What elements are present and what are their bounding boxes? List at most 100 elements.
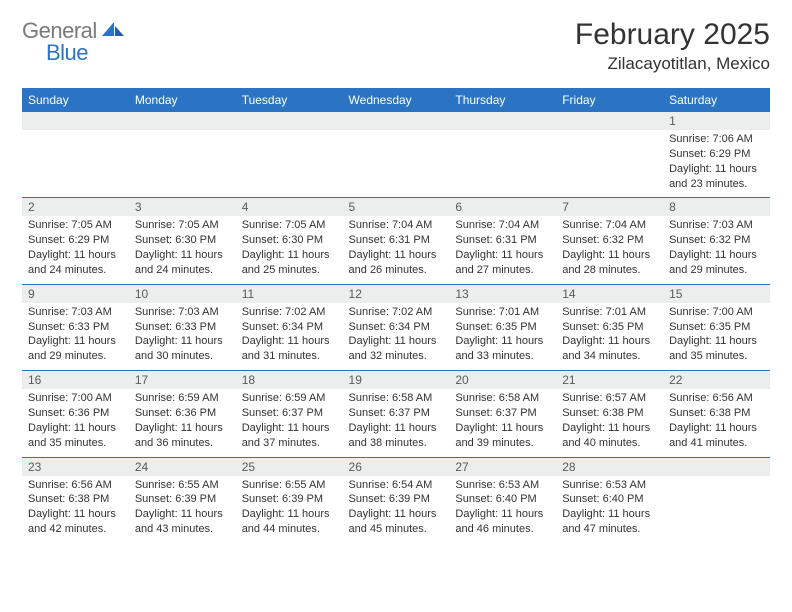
calendar-cell: 18Sunrise: 6:59 AMSunset: 6:37 PMDayligh… <box>236 371 343 457</box>
sunrise-text: Sunrise: 6:55 AM <box>135 478 230 493</box>
daylight-text: Daylight: 11 hours and 23 minutes. <box>669 162 764 192</box>
daylight-text: Daylight: 11 hours and 24 minutes. <box>28 248 123 278</box>
sunset-text: Sunset: 6:32 PM <box>669 233 764 248</box>
day-number: 11 <box>236 285 343 303</box>
day-content: Sunrise: 7:04 AMSunset: 6:31 PMDaylight:… <box>343 216 450 283</box>
day-header: Monday <box>129 89 236 112</box>
day-number: 6 <box>449 198 556 216</box>
day-header-row: Sunday Monday Tuesday Wednesday Thursday… <box>22 89 770 112</box>
sunset-text: Sunset: 6:38 PM <box>669 406 764 421</box>
sunset-text: Sunset: 6:35 PM <box>562 320 657 335</box>
calendar-row: 23Sunrise: 6:56 AMSunset: 6:38 PMDayligh… <box>22 457 770 543</box>
sunrise-text: Sunrise: 6:55 AM <box>242 478 337 493</box>
day-content: Sunrise: 7:03 AMSunset: 6:32 PMDaylight:… <box>663 216 770 283</box>
day-content: Sunrise: 7:04 AMSunset: 6:32 PMDaylight:… <box>556 216 663 283</box>
sunset-text: Sunset: 6:40 PM <box>455 492 550 507</box>
sunrise-text: Sunrise: 6:59 AM <box>135 391 230 406</box>
daylight-text: Daylight: 11 hours and 31 minutes. <box>242 334 337 364</box>
sunrise-text: Sunrise: 6:53 AM <box>455 478 550 493</box>
daylight-text: Daylight: 11 hours and 44 minutes. <box>242 507 337 537</box>
day-number: 16 <box>22 371 129 389</box>
calendar-cell: 12Sunrise: 7:02 AMSunset: 6:34 PMDayligh… <box>343 284 450 370</box>
sunrise-text: Sunrise: 6:59 AM <box>242 391 337 406</box>
sunset-text: Sunset: 6:37 PM <box>455 406 550 421</box>
day-content: Sunrise: 6:59 AMSunset: 6:37 PMDaylight:… <box>236 389 343 456</box>
day-content: Sunrise: 7:01 AMSunset: 6:35 PMDaylight:… <box>556 303 663 370</box>
day-content <box>449 130 556 138</box>
sunrise-text: Sunrise: 6:57 AM <box>562 391 657 406</box>
logo-sail-icon <box>102 20 124 43</box>
sunrise-text: Sunrise: 7:01 AM <box>562 305 657 320</box>
sunset-text: Sunset: 6:35 PM <box>455 320 550 335</box>
sunrise-text: Sunrise: 7:00 AM <box>669 305 764 320</box>
calendar-cell: 20Sunrise: 6:58 AMSunset: 6:37 PMDayligh… <box>449 371 556 457</box>
day-number: 28 <box>556 458 663 476</box>
day-content: Sunrise: 7:05 AMSunset: 6:29 PMDaylight:… <box>22 216 129 283</box>
daylight-text: Daylight: 11 hours and 26 minutes. <box>349 248 444 278</box>
sunset-text: Sunset: 6:30 PM <box>242 233 337 248</box>
sunrise-text: Sunrise: 6:58 AM <box>455 391 550 406</box>
day-number: 24 <box>129 458 236 476</box>
calendar-row: 2Sunrise: 7:05 AMSunset: 6:29 PMDaylight… <box>22 198 770 284</box>
daylight-text: Daylight: 11 hours and 41 minutes. <box>669 421 764 451</box>
sunset-text: Sunset: 6:31 PM <box>455 233 550 248</box>
day-content: Sunrise: 7:05 AMSunset: 6:30 PMDaylight:… <box>236 216 343 283</box>
day-content: Sunrise: 6:58 AMSunset: 6:37 PMDaylight:… <box>343 389 450 456</box>
day-header: Friday <box>556 89 663 112</box>
sunset-text: Sunset: 6:35 PM <box>669 320 764 335</box>
day-content <box>556 130 663 138</box>
daylight-text: Daylight: 11 hours and 29 minutes. <box>28 334 123 364</box>
sunset-text: Sunset: 6:37 PM <box>349 406 444 421</box>
calendar-cell: 22Sunrise: 6:56 AMSunset: 6:38 PMDayligh… <box>663 371 770 457</box>
sunset-text: Sunset: 6:38 PM <box>28 492 123 507</box>
sunset-text: Sunset: 6:33 PM <box>28 320 123 335</box>
calendar-cell <box>556 112 663 198</box>
day-content <box>343 130 450 138</box>
day-number <box>236 112 343 130</box>
day-number: 13 <box>449 285 556 303</box>
day-content <box>22 130 129 138</box>
sunrise-text: Sunrise: 7:05 AM <box>28 218 123 233</box>
calendar-cell: 21Sunrise: 6:57 AMSunset: 6:38 PMDayligh… <box>556 371 663 457</box>
day-content <box>129 130 236 138</box>
sunrise-text: Sunrise: 6:56 AM <box>28 478 123 493</box>
day-header: Tuesday <box>236 89 343 112</box>
day-number: 1 <box>663 112 770 130</box>
day-content: Sunrise: 6:56 AMSunset: 6:38 PMDaylight:… <box>663 389 770 456</box>
day-number: 4 <box>236 198 343 216</box>
day-number: 19 <box>343 371 450 389</box>
daylight-text: Daylight: 11 hours and 37 minutes. <box>242 421 337 451</box>
daylight-text: Daylight: 11 hours and 47 minutes. <box>562 507 657 537</box>
sunrise-text: Sunrise: 7:03 AM <box>28 305 123 320</box>
calendar-cell: 26Sunrise: 6:54 AMSunset: 6:39 PMDayligh… <box>343 457 450 543</box>
calendar-cell: 23Sunrise: 6:56 AMSunset: 6:38 PMDayligh… <box>22 457 129 543</box>
day-number: 22 <box>663 371 770 389</box>
sunrise-text: Sunrise: 7:02 AM <box>242 305 337 320</box>
daylight-text: Daylight: 11 hours and 33 minutes. <box>455 334 550 364</box>
sunset-text: Sunset: 6:31 PM <box>349 233 444 248</box>
day-number: 14 <box>556 285 663 303</box>
daylight-text: Daylight: 11 hours and 24 minutes. <box>135 248 230 278</box>
sunrise-text: Sunrise: 6:53 AM <box>562 478 657 493</box>
daylight-text: Daylight: 11 hours and 35 minutes. <box>28 421 123 451</box>
daylight-text: Daylight: 11 hours and 35 minutes. <box>669 334 764 364</box>
sunset-text: Sunset: 6:33 PM <box>135 320 230 335</box>
logo-blue-wrap: Blue <box>46 40 88 66</box>
day-number <box>663 458 770 476</box>
daylight-text: Daylight: 11 hours and 30 minutes. <box>135 334 230 364</box>
day-number <box>556 112 663 130</box>
header: General February 2025 Zilacayotitlan, Me… <box>22 18 770 74</box>
calendar-cell <box>343 112 450 198</box>
title-block: February 2025 Zilacayotitlan, Mexico <box>575 18 770 74</box>
day-content: Sunrise: 6:55 AMSunset: 6:39 PMDaylight:… <box>236 476 343 543</box>
sunset-text: Sunset: 6:39 PM <box>349 492 444 507</box>
sunset-text: Sunset: 6:37 PM <box>242 406 337 421</box>
calendar-cell: 6Sunrise: 7:04 AMSunset: 6:31 PMDaylight… <box>449 198 556 284</box>
sunrise-text: Sunrise: 7:04 AM <box>349 218 444 233</box>
day-header: Wednesday <box>343 89 450 112</box>
day-content <box>663 476 770 484</box>
calendar-row: 1Sunrise: 7:06 AMSunset: 6:29 PMDaylight… <box>22 112 770 198</box>
calendar-cell: 2Sunrise: 7:05 AMSunset: 6:29 PMDaylight… <box>22 198 129 284</box>
day-header: Saturday <box>663 89 770 112</box>
day-content: Sunrise: 7:02 AMSunset: 6:34 PMDaylight:… <box>343 303 450 370</box>
